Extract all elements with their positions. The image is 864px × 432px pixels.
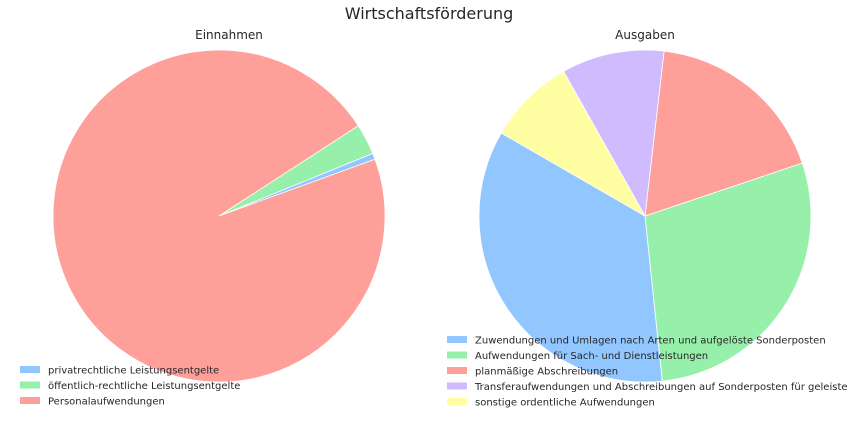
legend-label: Zuwendungen und Umlagen nach Arten und a… bbox=[475, 336, 826, 347]
legend-label: Aufwendungen für Sach- und Dienstleistun… bbox=[475, 351, 708, 362]
legend-label: privatrechtliche Leistungsentgelte bbox=[48, 366, 219, 377]
legend-item-zuwendungen-und-umlagen-nach-arten-und-a: Zuwendungen und Umlagen nach Arten und a… bbox=[447, 336, 826, 347]
legend-swatch bbox=[447, 351, 467, 359]
legend-swatch bbox=[20, 366, 40, 373]
legend-item-planma-ige-abschreibungen: planmäßige Abschreibungen bbox=[447, 367, 618, 378]
legend-item-offentlich-rechtliche-leistungsentgelte: öffentlich-rechtliche Leistungsentgelte bbox=[20, 381, 240, 392]
pie-title-ausgaben: Ausgaben bbox=[615, 28, 675, 42]
legend-einnahmen: privatrechtliche Leistungsentgelte öffent… bbox=[20, 366, 240, 408]
legend-ausgaben: Zuwendungen und Umlagen nach Arten und a… bbox=[447, 336, 848, 409]
pie-ausgaben: Ausgaben bbox=[478, 28, 812, 383]
legend-label: Personalaufwendungen bbox=[48, 397, 165, 408]
pie-slice-transferaufwendungen-und-abschreibungen- bbox=[562, 49, 665, 218]
pie-slice-personalaufwendungen bbox=[52, 49, 386, 383]
legend-swatch bbox=[20, 397, 40, 404]
pie-title-einnahmen: Einnahmen bbox=[195, 28, 263, 42]
legend-swatch bbox=[20, 381, 40, 389]
pie-slice-sonstige-ordentliche-aufwendungen bbox=[500, 70, 647, 218]
legend-swatch bbox=[447, 336, 467, 343]
legend-swatch bbox=[447, 398, 467, 405]
pie-slice-aufwendungen-fur-sach-und-dienstleistung bbox=[644, 162, 812, 382]
legend-label: öffentlich-rechtliche Leistungsentgelte bbox=[48, 381, 240, 392]
pie-slice-planma-ige-abschreibungen bbox=[644, 50, 803, 217]
legend-label: planmäßige Abschreibungen bbox=[475, 367, 618, 378]
legend-item-privatrechtliche-leistungsentgelte: privatrechtliche Leistungsentgelte bbox=[20, 366, 219, 377]
pie-slice-zuwendungen-und-umlagen-nach-arten-und-a bbox=[478, 132, 663, 383]
legend-item-transferaufwendungen-und-abschreibungen-: Transferaufwendungen und Abschreibungen … bbox=[447, 382, 848, 393]
legend-item-aufwendungen-fur-sach-und-dienstleistung: Aufwendungen für Sach- und Dienstleistun… bbox=[447, 351, 708, 362]
legend-item-personalaufwendungen: Personalaufwendungen bbox=[20, 397, 165, 408]
figure-title: Wirtschaftsförderung bbox=[345, 4, 514, 23]
legend-item-sonstige-ordentliche-aufwendungen: sonstige ordentliche Aufwendungen bbox=[447, 398, 655, 409]
pie-einnahmen: Einnahmen bbox=[52, 28, 386, 383]
legend-swatch bbox=[447, 367, 467, 374]
legend-swatch bbox=[447, 382, 467, 390]
legend-label: sonstige ordentliche Aufwendungen bbox=[475, 398, 655, 409]
legend-label: Transferaufwendungen und Abschreibungen … bbox=[474, 382, 848, 393]
